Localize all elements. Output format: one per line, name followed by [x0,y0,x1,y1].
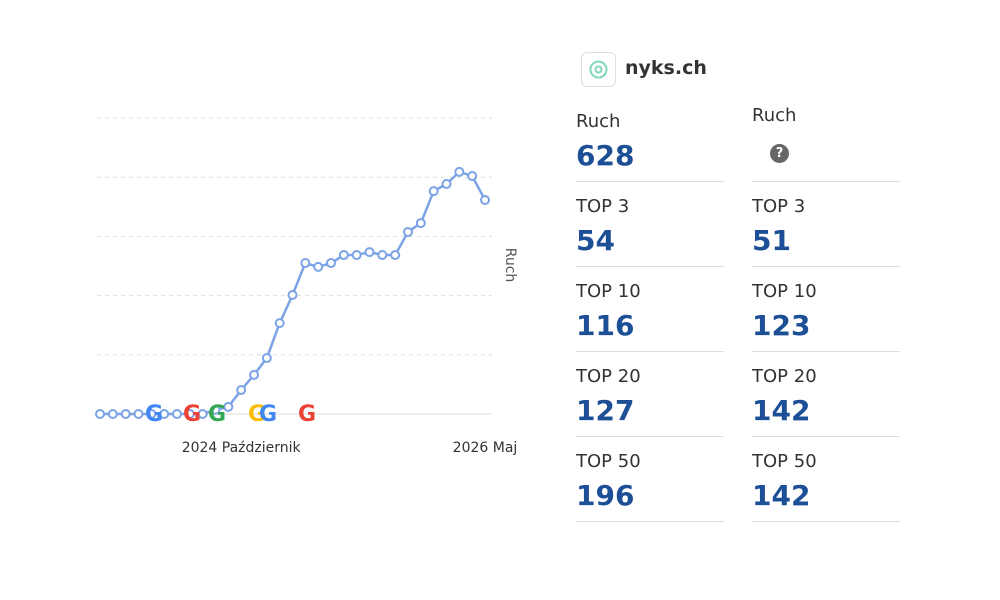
y-axis-label: Ruch [502,248,518,283]
point [467,171,478,182]
stat-label: TOP 50 [576,451,641,472]
separator [752,521,900,522]
stat-value[interactable]: 123 [752,309,811,342]
stat-label: Ruch [752,105,797,126]
point [95,409,105,419]
point [390,250,401,261]
stat-value[interactable]: 127 [576,394,635,427]
point [441,179,452,190]
point [223,401,234,412]
site-icon [581,52,616,87]
stat-label: TOP 10 [752,281,817,302]
site-name[interactable]: nyks.ch [625,57,707,79]
point [120,409,131,419]
point [338,250,349,261]
help-icon[interactable]: ? [770,144,789,163]
x-tick-label: 2026 Maj [453,440,518,456]
point [172,409,182,419]
separator [752,436,900,437]
stat-label: TOP 20 [576,366,641,387]
chart: Ruch 2024 Październik 2026 Maj G G G G G … [95,117,518,456]
point [313,261,324,272]
google-icon[interactable]: G [248,402,266,427]
point [133,409,144,419]
point [480,194,490,205]
google-update-icons: G G G G G G [145,402,316,427]
google-icon[interactable]: G [259,402,277,427]
point [364,247,375,258]
point [146,409,157,419]
point [351,250,362,261]
stat-value[interactable]: 196 [576,479,635,512]
point [184,409,195,419]
stat-label: TOP 20 [752,366,817,387]
stat-label: TOP 50 [752,451,817,472]
stat-value[interactable]: 51 [752,224,791,257]
point [377,250,388,261]
separator [752,181,900,182]
separator [576,436,724,437]
point [428,186,439,197]
stat-value[interactable]: 142 [752,479,811,512]
point [415,218,426,229]
point [107,409,118,419]
point [249,369,259,380]
stat-label: TOP 10 [576,281,641,302]
google-icon[interactable]: G [183,402,201,427]
point [403,226,413,237]
point [210,404,221,415]
separator [576,351,724,352]
point [326,258,336,269]
google-icon[interactable]: G [145,402,163,427]
site-logo [589,60,608,79]
stat-label: Ruch [576,111,621,132]
stat-value[interactable]: 116 [576,309,635,342]
point [197,409,208,419]
stat-value[interactable]: 628 [576,139,635,172]
point [287,290,298,301]
point [454,166,465,177]
stat-label: TOP 3 [576,196,630,217]
separator [752,266,900,267]
stat-label: TOP 3 [752,196,806,217]
separator [576,266,724,267]
point [300,258,311,269]
stat-value[interactable]: 54 [576,224,615,257]
x-tick-label: 2024 Październik [182,440,302,456]
google-icon[interactable]: G [208,402,226,427]
separator [576,521,724,522]
google-icon[interactable]: G [298,402,316,427]
stat-value[interactable]: 142 [752,394,811,427]
separator [576,181,724,182]
point [274,318,285,329]
separator [752,351,900,352]
point [261,353,272,364]
point [236,385,247,396]
point [159,409,170,419]
